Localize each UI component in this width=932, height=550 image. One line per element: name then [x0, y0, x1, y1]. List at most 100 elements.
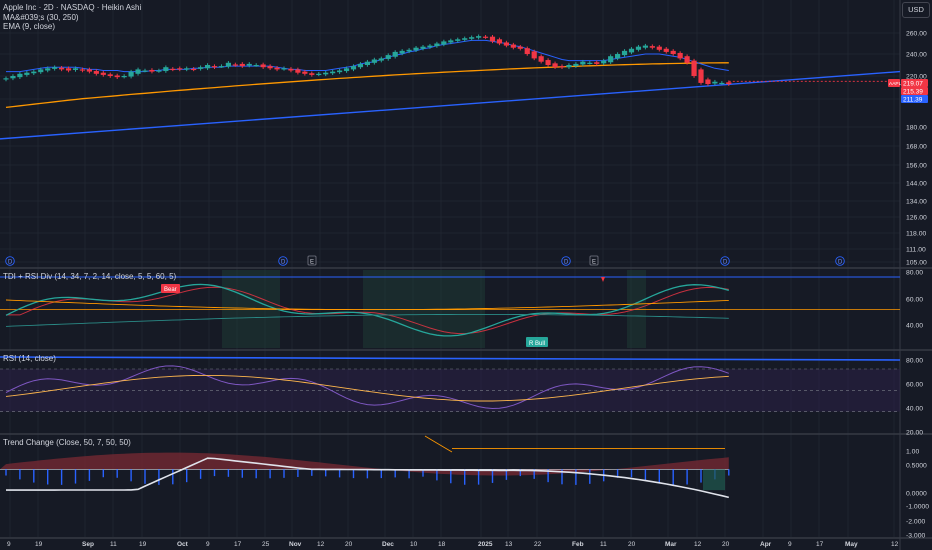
candle[interactable] [274, 67, 280, 70]
candle[interactable] [177, 68, 183, 70]
candle[interactable] [267, 66, 273, 69]
candle[interactable] [198, 67, 204, 69]
earnings-badge[interactable] [307, 255, 317, 266]
candle[interactable] [170, 68, 176, 71]
candle[interactable] [309, 73, 315, 75]
candle[interactable] [587, 62, 593, 64]
candle[interactable] [698, 69, 704, 83]
candle[interactable] [656, 46, 662, 50]
candle[interactable] [343, 68, 350, 72]
dividend-badge[interactable] [5, 256, 15, 266]
rsi-trendline[interactable] [0, 356, 901, 361]
candle[interactable] [705, 79, 711, 85]
candle[interactable] [677, 52, 683, 59]
candle[interactable] [142, 70, 148, 72]
ema-indicator-label[interactable]: EMA (9, close) [3, 22, 56, 31]
trend-pane[interactable]: 1.00 0.5000 0.0000 -1.0000 -2.000 -3.000 [0, 435, 929, 540]
candle[interactable] [211, 66, 218, 68]
candle[interactable] [323, 72, 329, 75]
candle[interactable] [566, 65, 572, 68]
candle[interactable] [364, 61, 370, 65]
candle[interactable] [559, 66, 565, 68]
tdi-pane[interactable]: Bear R Bull 80.00 60.00 40.00 [0, 270, 923, 349]
candle[interactable] [79, 69, 86, 71]
rsi-pane[interactable]: 80.00 60.00 40.00 20.00 [0, 356, 923, 437]
candle[interactable] [441, 41, 447, 45]
candle[interactable] [552, 63, 558, 68]
candle[interactable] [455, 39, 461, 41]
candle[interactable] [156, 70, 162, 72]
earnings-badge[interactable] [589, 255, 599, 266]
tdi-indicator-label[interactable]: TDI + RSI Div (14, 34, 7, 2, 14, close, … [3, 272, 177, 281]
candle[interactable] [330, 71, 336, 74]
candle[interactable] [510, 44, 516, 48]
candle[interactable] [545, 60, 551, 65]
candle[interactable] [357, 63, 364, 68]
candle[interactable] [573, 63, 579, 67]
candle[interactable] [149, 69, 155, 72]
candle[interactable] [10, 76, 16, 79]
candle[interactable] [378, 58, 384, 61]
candle[interactable] [86, 69, 92, 72]
candle[interactable] [191, 68, 197, 71]
candle[interactable] [316, 73, 322, 75]
candle[interactable] [517, 46, 523, 49]
candle[interactable] [17, 73, 23, 78]
candle[interactable] [52, 67, 58, 69]
candle[interactable] [281, 68, 287, 70]
candle[interactable] [691, 60, 697, 76]
candle[interactable] [580, 61, 586, 65]
rsi-line[interactable] [5, 365, 729, 410]
candle[interactable] [427, 45, 433, 48]
candle[interactable] [601, 60, 607, 64]
candle[interactable] [350, 66, 357, 70]
candle[interactable] [413, 47, 419, 51]
candle[interactable] [608, 56, 614, 63]
candle[interactable] [531, 51, 537, 59]
candle[interactable] [295, 69, 301, 73]
candle[interactable] [448, 40, 454, 43]
candle[interactable] [476, 36, 482, 38]
candle[interactable] [232, 64, 238, 66]
candle[interactable] [93, 71, 99, 74]
candle[interactable] [246, 63, 252, 66]
candle[interactable] [649, 46, 655, 48]
candle[interactable] [107, 74, 113, 76]
candle[interactable] [45, 68, 51, 71]
trend-change-line[interactable] [6, 457, 729, 499]
candle[interactable] [128, 71, 134, 77]
candle[interactable] [31, 71, 37, 74]
candle[interactable] [114, 75, 120, 78]
candle[interactable] [503, 42, 509, 46]
candle[interactable] [462, 38, 468, 40]
dividend-badge[interactable] [835, 256, 845, 266]
trend-indicator-label[interactable]: Trend Change (Close, 50, 7, 50, 50) [3, 438, 131, 447]
symbol-title[interactable]: Apple Inc · 2D · NASDAQ · Heikin Ashi [3, 3, 142, 12]
candle[interactable] [302, 71, 308, 74]
candle[interactable] [225, 62, 231, 67]
candle[interactable] [121, 76, 127, 78]
candle[interactable] [3, 78, 9, 80]
bull-marker-bg[interactable] [526, 337, 548, 347]
candle[interactable] [524, 48, 530, 54]
candle[interactable] [406, 49, 412, 52]
candle[interactable] [100, 72, 106, 75]
candle[interactable] [24, 72, 30, 75]
candle[interactable] [635, 46, 642, 50]
candle[interactable] [684, 56, 690, 63]
dividend-badge[interactable] [720, 256, 730, 266]
bear-marker-bg[interactable] [161, 284, 180, 293]
candle[interactable] [420, 46, 426, 49]
candle[interactable] [615, 54, 621, 59]
dividend-badge[interactable] [278, 256, 288, 266]
time-axis[interactable]: 9 19 Sep 11 19 Oct 9 17 25 Nov 12 20 Dec 10 18 2025 13 22… [7, 541, 899, 548]
candle[interactable] [288, 68, 294, 71]
candle[interactable] [621, 50, 628, 56]
tdi-signal-line[interactable] [6, 286, 729, 335]
candle[interactable] [712, 81, 718, 84]
candle[interactable] [371, 59, 377, 63]
candle[interactable] [218, 66, 225, 68]
candle[interactable] [135, 69, 141, 74]
